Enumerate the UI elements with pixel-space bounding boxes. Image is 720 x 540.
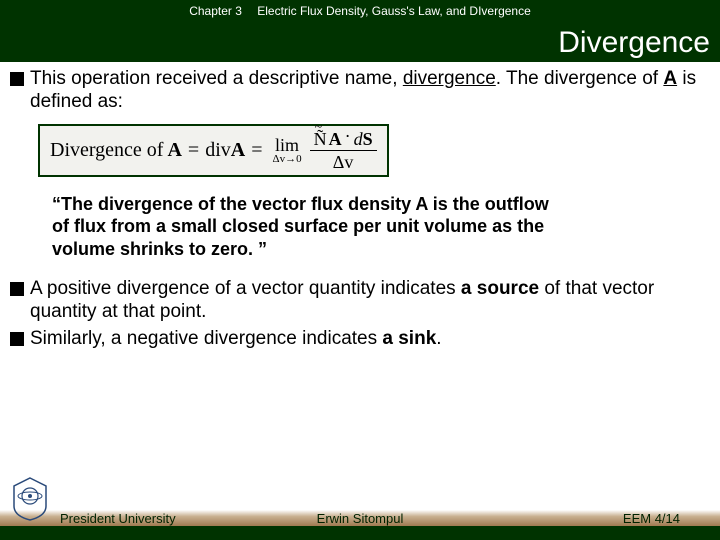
bullet-square-icon <box>10 72 24 86</box>
chapter-title: Electric Flux Density, Gauss's Law, and … <box>257 4 531 18</box>
b1-pre: This operation received a descriptive na… <box>30 68 403 89</box>
footer-bar <box>0 526 720 540</box>
formula-den: Δv <box>333 151 354 171</box>
footer-left: President University <box>60 511 176 526</box>
formula-int-symbol: ~ Ñ <box>314 130 327 148</box>
formula-lim: lim Δv→0 <box>273 136 302 165</box>
footer-mid: Erwin Sitompul <box>317 511 404 526</box>
footer: President University Erwin Sitompul EEM … <box>0 506 720 540</box>
b1-bold-A: A <box>663 68 677 89</box>
b2-pre: A positive divergence of a vector quanti… <box>30 278 461 299</box>
b3-post: . <box>436 328 441 349</box>
chapter-label: Chapter 3 <box>189 4 242 18</box>
formula-eq2: = <box>251 139 262 162</box>
formula-Aint: A <box>329 130 342 148</box>
b3-pre: Similarly, a negative divergence indicat… <box>30 328 382 349</box>
bullet-1: This operation received a descriptive na… <box>10 68 710 114</box>
footer-right: EEM 4/14 <box>623 511 680 526</box>
formula-lhs: Divergence of <box>50 139 163 162</box>
formula-tilde: ~ <box>315 121 323 135</box>
formula-box: Divergence of A = div A = lim Δv→0 ~ Ñ A… <box>38 124 389 177</box>
b3-bold: a sink <box>382 328 436 349</box>
formula-row: Divergence of A = div A = lim Δv→0 ~ Ñ A… <box>50 130 377 171</box>
bullet-1-text: This operation received a descriptive na… <box>30 68 710 114</box>
formula-A1: A <box>167 139 181 162</box>
bullet-3-text: Similarly, a negative divergence indicat… <box>30 328 442 351</box>
bullet-2-text: A positive divergence of a vector quanti… <box>30 278 710 324</box>
formula-dS-d: d <box>354 130 363 148</box>
formula-dot: · <box>345 127 351 145</box>
university-logo-icon <box>10 476 50 522</box>
formula-frac: ~ Ñ A · dS Δv <box>310 130 377 171</box>
content-area: This operation received a descriptive na… <box>0 62 720 350</box>
bullet-square-icon <box>10 282 24 296</box>
formula-lim-sub: Δv→0 <box>273 154 302 165</box>
formula-dS-S: S <box>363 130 373 148</box>
b1-post1: . The divergence of <box>496 68 664 89</box>
formula-div: div <box>205 139 231 162</box>
bullet-3: Similarly, a negative divergence indicat… <box>10 328 710 351</box>
formula-eq1: = <box>188 139 199 162</box>
formula-A2: A <box>231 139 245 162</box>
chapter-line: Chapter 3 Electric Flux Density, Gauss's… <box>0 4 720 18</box>
formula-num: ~ Ñ A · dS <box>310 130 377 151</box>
header-bar: Chapter 3 Electric Flux Density, Gauss's… <box>0 0 720 62</box>
b2-bold: a source <box>461 278 539 299</box>
bullet-2: A positive divergence of a vector quanti… <box>10 278 710 324</box>
formula-lim-top: lim <box>275 136 299 154</box>
bullet-square-icon <box>10 332 24 346</box>
b1-underline: divergence <box>403 68 496 89</box>
quote-block: “The divergence of the vector flux densi… <box>52 193 552 261</box>
slide-title: Divergence <box>558 26 710 60</box>
